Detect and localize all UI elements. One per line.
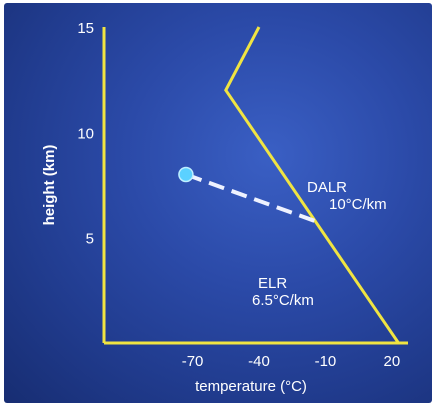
chart-series [178,26,400,344]
x-tick-label: -70 [182,353,204,370]
series-labels: DALR 10°C/km ELR 6.5°C/km [252,179,387,309]
elr-label-line: ELR [258,275,287,292]
y-tick-label: 5 [86,231,94,248]
x-tick-label: -40 [248,353,270,370]
y-axis-label: height (km) [41,145,58,226]
chart-axes [102,27,408,345]
elr-label: ELR 6.5°C/km [252,275,314,309]
dalr-label-line: DALR [307,179,347,196]
dalr-dashed-line [185,172,316,223]
elr-label-line: 6.5°C/km [252,292,314,309]
dalr-label-line: 10°C/km [329,196,387,213]
chart-panel: 5 10 15 -70 -40 -10 20 DALR 10°C/km ELR 6.5°C/km… [4,3,432,403]
elr-line [224,26,400,344]
y-tick-label: 10 [77,125,94,142]
x-tick-label: 20 [384,353,401,370]
x-tick-label: -10 [315,353,337,370]
y-tick-labels: 5 10 15 [77,20,94,248]
y-tick-label: 15 [77,20,94,37]
lapse-rate-chart: 5 10 15 -70 -40 -10 20 DALR 10°C/km ELR 6.5°C/km… [41,20,408,395]
x-tick-labels: -70 -40 -10 20 [182,353,400,370]
x-axis-label: temperature (°C) [195,378,307,395]
air-parcel-point [178,166,194,183]
dalr-label: DALR 10°C/km [307,179,387,213]
